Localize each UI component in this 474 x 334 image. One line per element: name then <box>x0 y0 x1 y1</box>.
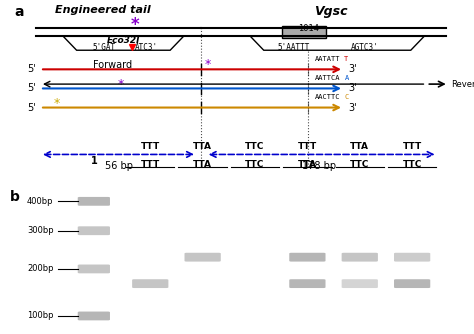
Text: 400bp: 400bp <box>27 197 54 206</box>
Text: 1: 1 <box>91 156 97 166</box>
Text: 5'AATTT: 5'AATTT <box>277 43 310 52</box>
FancyBboxPatch shape <box>132 279 168 288</box>
Text: A: A <box>345 74 349 80</box>
Text: Vgsc: Vgsc <box>314 5 347 18</box>
Text: *: * <box>54 97 60 110</box>
Text: 3': 3' <box>348 84 357 94</box>
FancyBboxPatch shape <box>184 253 221 262</box>
Text: C: C <box>345 94 349 100</box>
FancyBboxPatch shape <box>394 253 430 262</box>
Text: *: * <box>130 16 139 34</box>
Text: 1014: 1014 <box>298 24 319 33</box>
Text: 5'GAT: 5'GAT <box>92 43 115 52</box>
Text: TTT: TTT <box>298 142 317 151</box>
Text: TTT: TTT <box>402 142 422 151</box>
Text: TTC: TTC <box>246 160 264 169</box>
Text: 200bp: 200bp <box>27 265 54 274</box>
FancyBboxPatch shape <box>78 265 110 273</box>
Text: Forward: Forward <box>93 60 132 70</box>
FancyBboxPatch shape <box>394 279 430 288</box>
FancyBboxPatch shape <box>342 279 378 288</box>
Text: ATC3': ATC3' <box>135 43 158 52</box>
Text: Engineered tail: Engineered tail <box>55 5 151 15</box>
Text: AATATT: AATATT <box>315 55 340 61</box>
Text: *: * <box>205 58 211 71</box>
FancyBboxPatch shape <box>78 226 110 235</box>
Text: 56 bp: 56 bp <box>105 161 133 171</box>
Text: a: a <box>14 5 24 19</box>
Text: AGTC3': AGTC3' <box>351 43 378 52</box>
FancyBboxPatch shape <box>78 197 110 206</box>
Text: 5': 5' <box>27 84 36 94</box>
Text: Reverse: Reverse <box>451 79 474 89</box>
FancyBboxPatch shape <box>78 312 110 320</box>
Text: TTC: TTC <box>402 160 422 169</box>
Text: TTC: TTC <box>246 142 264 151</box>
Text: 3': 3' <box>348 64 357 74</box>
FancyBboxPatch shape <box>282 26 326 38</box>
Text: TTC: TTC <box>350 160 369 169</box>
Text: AACTTC: AACTTC <box>315 94 340 100</box>
Text: TTA: TTA <box>298 160 317 169</box>
Text: AATTCA: AATTCA <box>315 74 340 80</box>
Text: TTT: TTT <box>141 142 160 151</box>
Text: 100bp: 100bp <box>27 312 54 320</box>
Text: 5': 5' <box>27 64 36 74</box>
FancyBboxPatch shape <box>289 253 326 262</box>
Text: TTA: TTA <box>350 142 369 151</box>
Text: T: T <box>344 55 348 61</box>
FancyBboxPatch shape <box>289 279 326 288</box>
Text: TTA: TTA <box>193 142 212 151</box>
Text: *: * <box>118 77 124 91</box>
FancyBboxPatch shape <box>342 253 378 262</box>
Text: Eco32I: Eco32I <box>107 36 140 45</box>
Text: TTA: TTA <box>193 160 212 169</box>
Text: 5': 5' <box>27 103 36 113</box>
Text: 178 bp: 178 bp <box>302 161 337 171</box>
Text: TTT: TTT <box>141 160 160 169</box>
Text: 3': 3' <box>348 103 357 113</box>
Text: 300bp: 300bp <box>27 226 54 235</box>
Text: b: b <box>9 190 19 204</box>
